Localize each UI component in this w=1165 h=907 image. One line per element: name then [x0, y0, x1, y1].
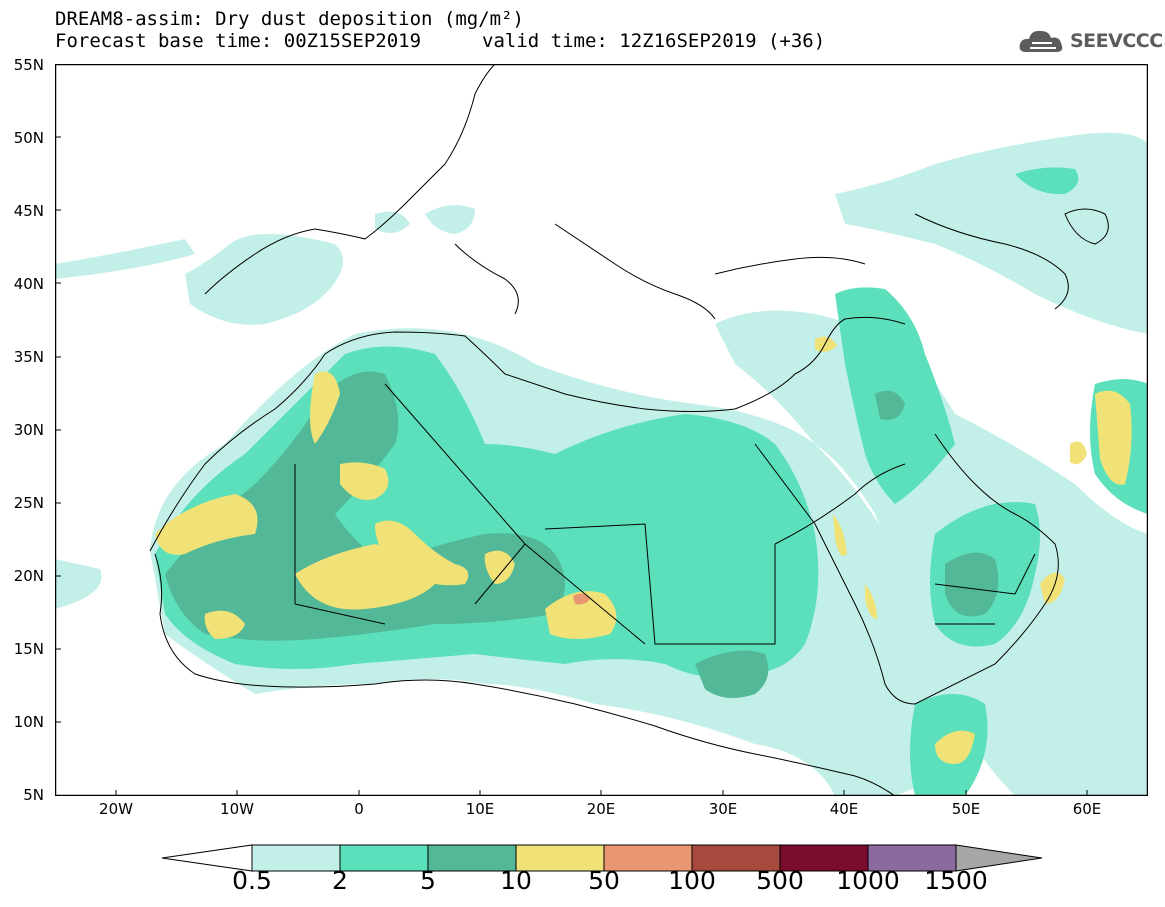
lat-label-30n: 30N	[13, 421, 44, 439]
lon-label-10e: 10E	[465, 800, 495, 818]
lon-label-30e: 30E	[708, 800, 738, 818]
dust-map	[55, 64, 1148, 796]
lat-label-45n: 45N	[13, 202, 44, 220]
lat-label-15n: 15N	[13, 640, 44, 658]
seevccc-logo: SEEVCCC	[1018, 26, 1163, 56]
coastlines	[149, 64, 1109, 796]
colorbar-label-500: 500	[756, 866, 804, 895]
lon-label-10w: 10W	[220, 800, 254, 818]
colorbar-label-1000: 1000	[836, 866, 900, 895]
colorbar-box-2	[427, 844, 517, 872]
lat-label-10n: 10N	[13, 713, 44, 731]
colorbar	[161, 844, 1043, 872]
colorbar-high-arrow	[955, 844, 1043, 872]
colorbar-label-100: 100	[668, 866, 716, 895]
lon-label-40e: 40E	[829, 800, 859, 818]
lon-label-50e: 50E	[951, 800, 981, 818]
tick-marks	[55, 136, 1088, 796]
lat-label-40n: 40N	[13, 275, 44, 293]
lon-label-0: 0	[354, 800, 364, 818]
colorbar-label-0-5: 0.5	[232, 866, 272, 895]
colorbar-label-1500: 1500	[924, 866, 988, 895]
map-title: DREAM8-assim: Dry dust deposition (mg/m²…	[55, 8, 524, 30]
lon-label-20w: 20W	[99, 800, 133, 818]
colorbar-box-3	[515, 844, 605, 872]
colorbar-box-0	[251, 844, 341, 872]
lon-label-20e: 20E	[586, 800, 616, 818]
colorbar-box-4	[603, 844, 693, 872]
lon-label-60e: 60E	[1072, 800, 1102, 818]
forecast-base-time: Forecast base time: 00Z15SEP2019	[55, 30, 422, 52]
logo-text: SEEVCCC	[1070, 30, 1163, 52]
colorbar-label-5: 5	[420, 866, 436, 895]
colorbar-label-2: 2	[332, 866, 348, 895]
lat-label-20n: 20N	[13, 567, 44, 585]
lat-label-55n: 55N	[13, 56, 44, 74]
lat-label-35n: 35N	[13, 348, 44, 366]
colorbar-label-10: 10	[500, 866, 532, 895]
deposition-fields	[55, 132, 1148, 796]
cloud-icon	[1019, 30, 1063, 52]
lat-label-50n: 50N	[13, 129, 44, 147]
valid-time: valid time: 12Z16SEP2019 (+36)	[482, 30, 826, 52]
lat-label-25n: 25N	[13, 494, 44, 512]
colorbar-box-5	[691, 844, 781, 872]
lat-label-5n: 5N	[23, 786, 44, 804]
colorbar-box-1	[339, 844, 429, 872]
colorbar-label-50: 50	[588, 866, 620, 895]
